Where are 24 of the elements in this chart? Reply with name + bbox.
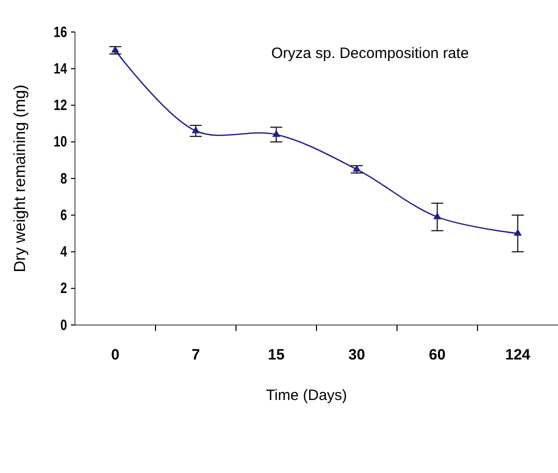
y-tick-label: 4 xyxy=(60,243,68,260)
y-tick-label: 8 xyxy=(60,170,68,187)
y-tick-label: 14 xyxy=(54,60,68,77)
x-tick-label: 0 xyxy=(111,346,120,364)
point xyxy=(352,164,361,172)
x-axis-title: Time (Days) xyxy=(266,387,348,404)
point xyxy=(192,126,200,134)
x-tick-label: 124 xyxy=(505,346,531,364)
y-tick-label: 16 xyxy=(54,24,68,40)
x-tick-label: 30 xyxy=(348,346,366,364)
y-tick-label: 0 xyxy=(60,316,67,334)
y-tick-label: 2 xyxy=(60,280,68,296)
x-tick-label: 7 xyxy=(192,346,200,364)
point xyxy=(514,228,522,236)
x-tick-label: 60 xyxy=(428,346,446,364)
text: Oryza sp. Decomposition rate xyxy=(271,45,469,62)
point xyxy=(111,46,120,53)
point xyxy=(433,212,442,220)
y-tick-label: 12 xyxy=(54,96,68,114)
y-tick-label: 10 xyxy=(54,133,67,150)
x-tick-label: 15 xyxy=(268,346,285,364)
y-axis-title: Dry weight remaining (mg) xyxy=(12,84,29,272)
y-tick-label: 6 xyxy=(60,206,68,224)
point xyxy=(272,130,280,137)
